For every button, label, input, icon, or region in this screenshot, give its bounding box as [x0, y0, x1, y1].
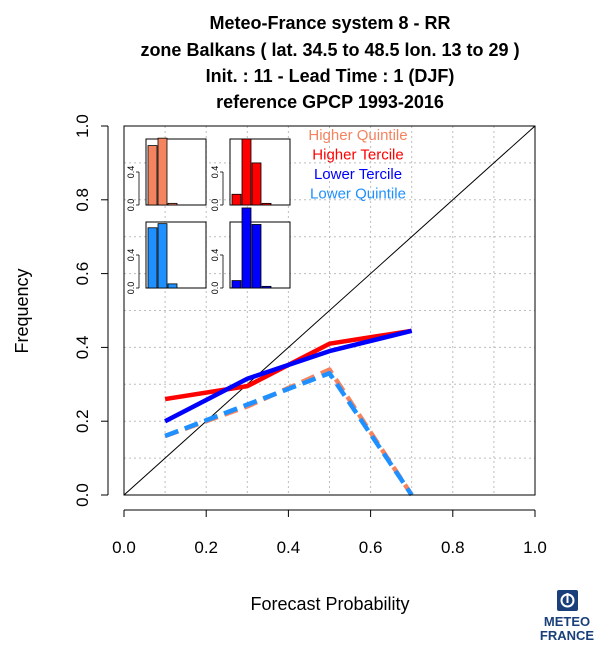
inset-tick-label: 0.4: [210, 249, 220, 262]
logo-text-france: FRANCE: [540, 628, 594, 643]
inset-histograms: 0.0 0.4 0.0 0.4 0.0 0.4 0.0 0.4: [126, 137, 291, 295]
inset-bar: [157, 223, 168, 289]
diagonal-line: [123, 125, 536, 496]
diagonal-reference-line: [123, 125, 536, 496]
x-axis-label: Forecast Probability: [250, 594, 409, 614]
inset-bar: [157, 137, 168, 206]
inset-bar: [147, 227, 158, 289]
y-tick-label: 0.8: [73, 188, 92, 212]
y-axis-label: Frequency: [12, 268, 32, 353]
inset-bar: [167, 283, 178, 289]
inset-tick-label: 0.4: [210, 166, 220, 179]
inset-bar: [251, 162, 262, 206]
inset-lower-quintile: 0.0 0.4: [126, 221, 207, 295]
inset-tick-label: 0.0: [126, 199, 136, 212]
inset-bar: [231, 193, 242, 206]
series-lines: [164, 328, 414, 497]
inset-tick-label: 0.0: [210, 282, 220, 295]
title-line-2: zone Balkans ( lat. 34.5 to 48.5 lon. 13…: [140, 40, 519, 60]
x-tick-label: 0.6: [359, 538, 383, 557]
inset-bar: [241, 138, 252, 206]
title-line-4: reference GPCP 1993-2016: [216, 92, 444, 112]
legend: Higher Quintile Higher Tercile Lower Terci…: [308, 127, 407, 203]
inset-bar: [231, 280, 242, 289]
logo-bar: [566, 593, 569, 603]
inset-bar: [261, 202, 272, 206]
title-line-3: Init. : 11 - Lead Time : 1 (DJF): [206, 66, 455, 86]
x-tick-label: 0.4: [277, 538, 301, 557]
meteo-france-logo: METEO FRANCE: [540, 590, 594, 643]
chart-title: Meteo-France system 8 - RR zone Balkans …: [140, 13, 519, 112]
inset-lower-tercile: 0.0 0.4: [210, 207, 291, 295]
y-tick-label: 1.0: [73, 114, 92, 138]
plot-frame: [123, 125, 536, 496]
title-line-1: Meteo-France system 8 - RR: [209, 13, 450, 33]
series-line-lower-quintile: [164, 370, 414, 497]
inset-bar: [261, 285, 272, 289]
y-tick-label: 0.6: [73, 262, 92, 286]
inset-bar: [147, 145, 158, 206]
legend-entry: Higher Quintile: [308, 127, 407, 144]
inset-higher-quintile: 0.0 0.4: [126, 137, 207, 212]
inset-bar: [167, 202, 178, 206]
legend-entry: Higher Tercile: [312, 147, 403, 164]
inset-bar: [241, 207, 252, 289]
x-tick-label: 0.0: [112, 538, 136, 557]
inset-higher-tercile: 0.0 0.4: [210, 138, 291, 212]
inset-tick-label: 0.0: [126, 282, 136, 295]
y-tick-label: 0.0: [73, 483, 92, 507]
x-tick-label: 1.0: [523, 538, 547, 557]
series-line-lower-tercile: [164, 328, 413, 424]
legend-entry: Lower Quintile: [310, 186, 406, 203]
y-tick-label: 0.2: [73, 409, 92, 433]
axes: 0.0 0.2 0.4 0.6 0.8 1.0 0.0 0.2 0.4 0.6 0.8 1.0: [73, 114, 547, 557]
legend-entry: Lower Tercile: [314, 166, 402, 183]
inset-tick-label: 0.4: [126, 249, 136, 262]
inset-bar: [251, 224, 262, 289]
x-tick-label: 0.2: [194, 538, 218, 557]
logo-text-meteo: METEO: [544, 614, 590, 629]
inset-tick-label: 0.0: [210, 199, 220, 212]
inset-tick-label: 0.4: [126, 166, 136, 179]
x-tick-label: 0.8: [441, 538, 465, 557]
y-tick-label: 0.4: [73, 336, 92, 360]
